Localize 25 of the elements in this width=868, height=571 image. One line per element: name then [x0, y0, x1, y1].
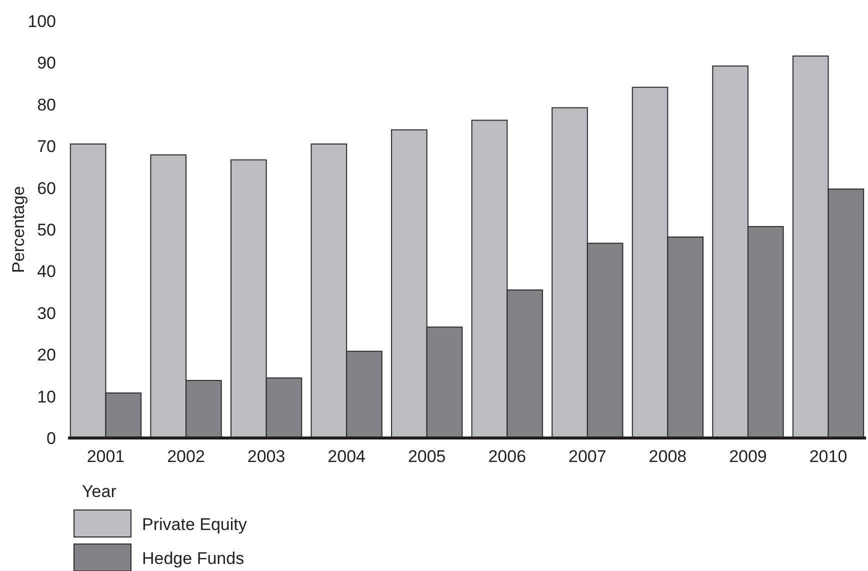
y-tick-label: 80 — [37, 95, 56, 114]
x-tick-label: 2003 — [247, 447, 286, 466]
x-tick-label: 2006 — [488, 447, 526, 466]
x-axis-title: Year — [82, 482, 117, 501]
y-tick-label: 30 — [37, 304, 56, 323]
y-tick-label: 70 — [37, 137, 56, 156]
x-tick-label: 2010 — [809, 447, 848, 466]
x-tick-label: 2005 — [408, 447, 446, 466]
y-tick-label: 10 — [37, 387, 56, 406]
x-tick-label: 2008 — [648, 447, 687, 466]
y-tick-label: 100 — [28, 12, 56, 31]
x-tick-label: 2007 — [568, 447, 606, 466]
y-tick-label: 20 — [37, 346, 56, 365]
x-tick-label: 2002 — [167, 447, 205, 466]
x-tick-label: 2001 — [86, 447, 125, 466]
y-tick-label: 40 — [37, 262, 56, 282]
y-tick-label: 50 — [37, 220, 56, 240]
x-tick-label: 2009 — [729, 447, 767, 466]
y-tick-label: 0 — [46, 428, 56, 448]
y-tick-label: 90 — [37, 54, 56, 73]
x-tick-label: 2004 — [328, 447, 366, 466]
legend-label: Private Equity — [142, 514, 248, 534]
legend-label: Hedge Funds — [142, 548, 244, 568]
y-tick-label: 60 — [37, 178, 56, 198]
y-axis-title: Percentage — [9, 186, 28, 273]
